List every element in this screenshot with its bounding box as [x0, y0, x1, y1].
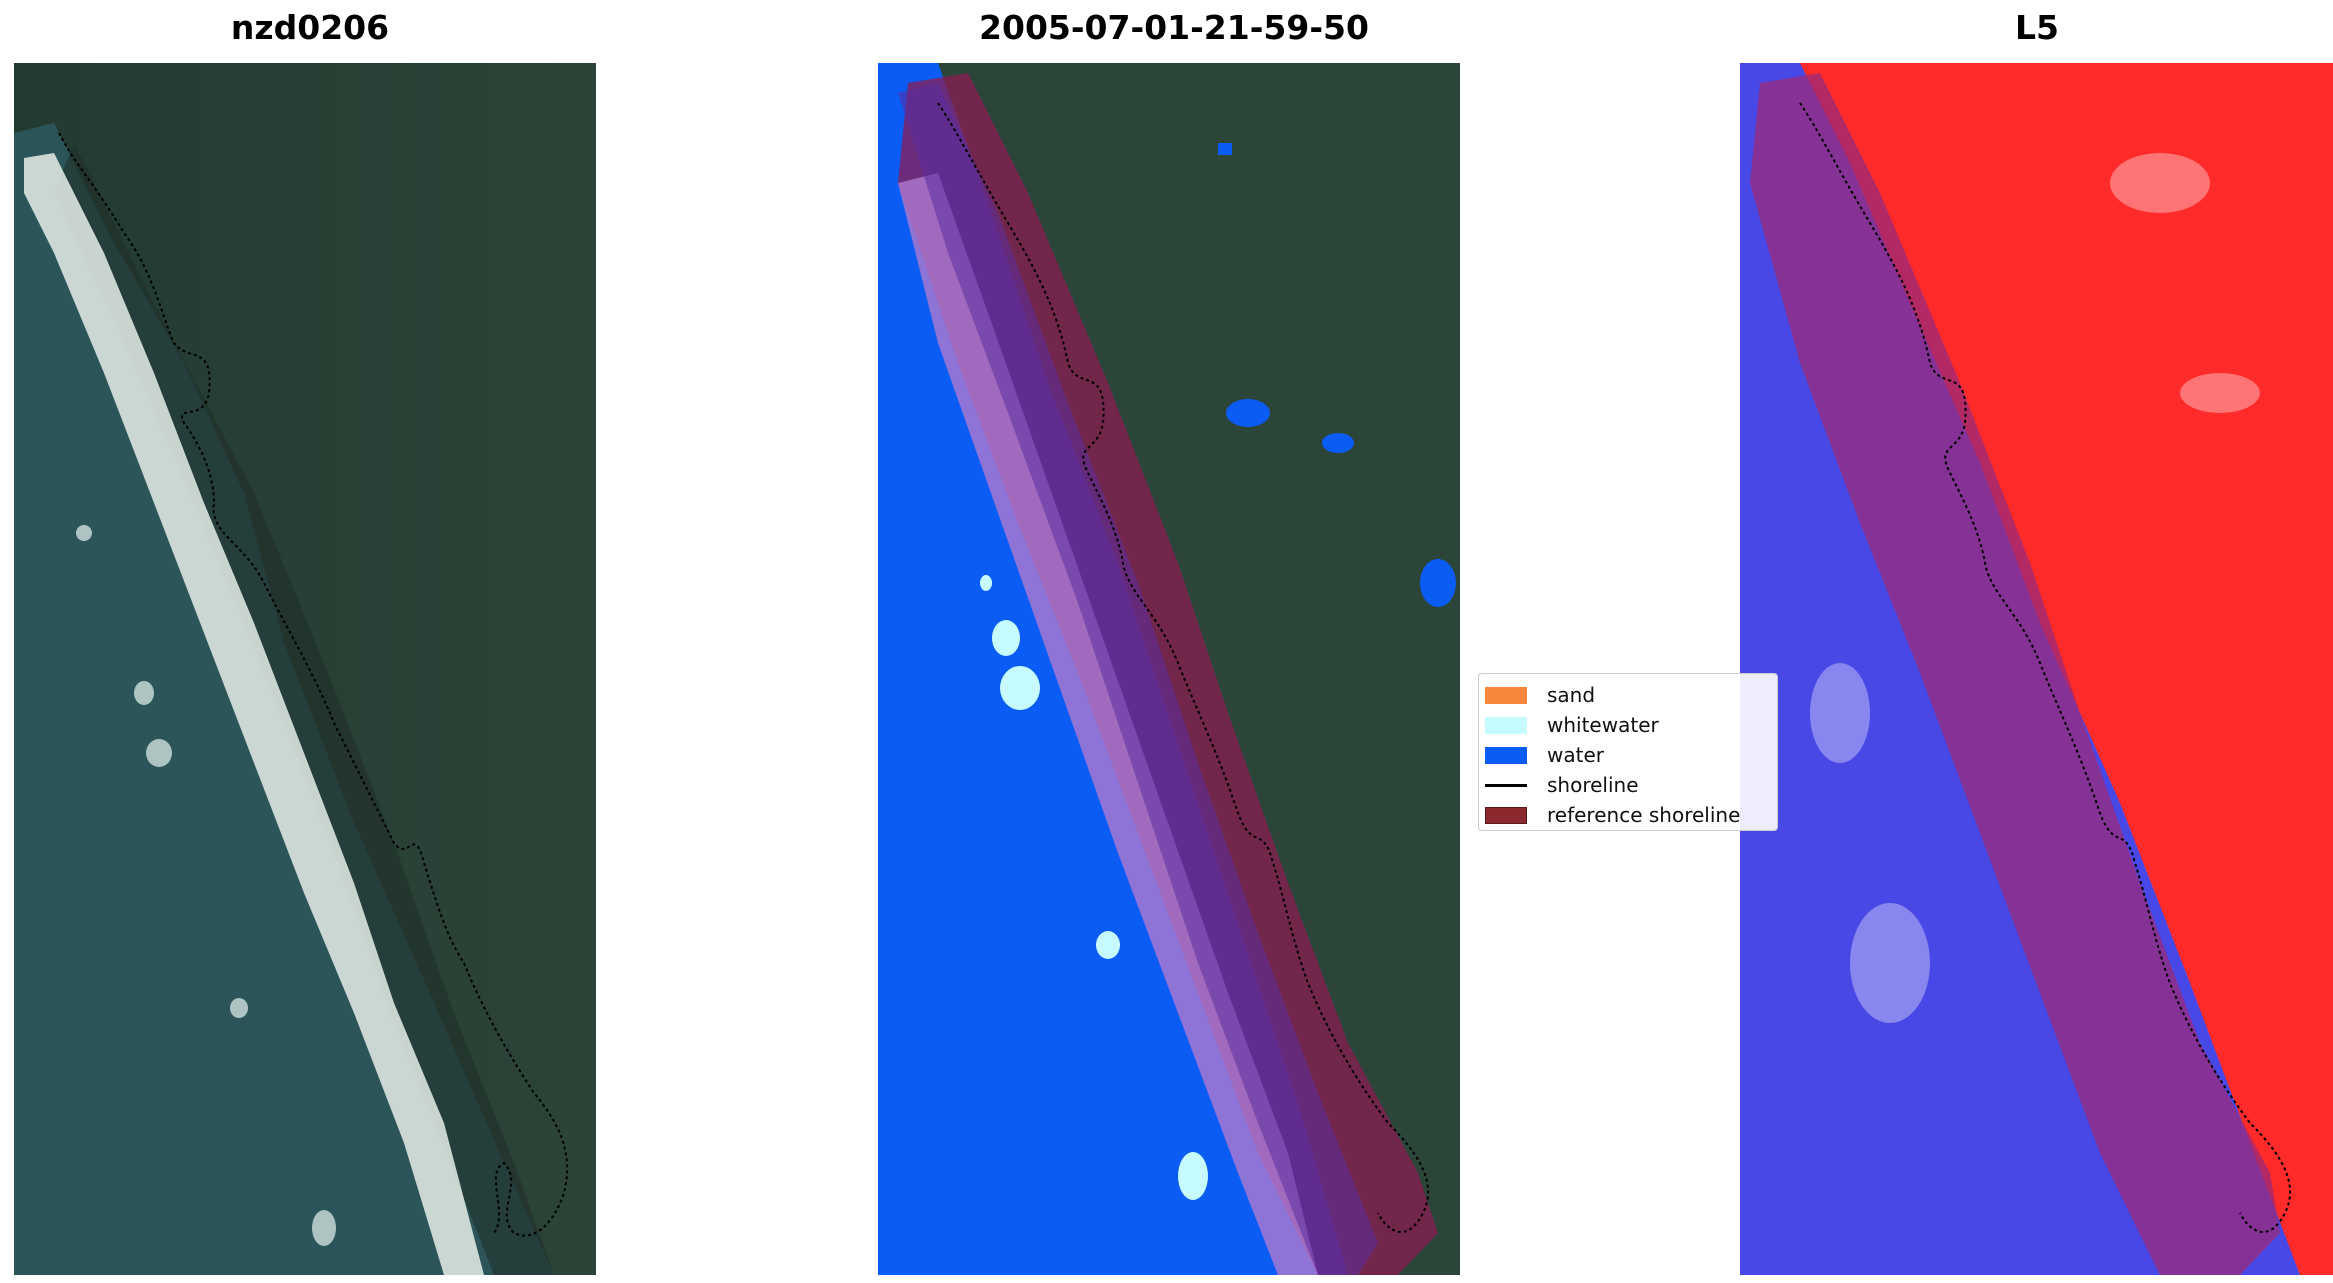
land-class-under-buffer — [898, 83, 1378, 1275]
legend: sand whitewater water shoreline referenc… — [1478, 673, 1778, 831]
legend-label-shoreline: shoreline — [1547, 773, 1639, 797]
index-image — [1740, 63, 2333, 1275]
shoreline-swatch — [1485, 783, 1527, 787]
legend-item-water: water — [1479, 740, 1777, 770]
legend-label-reference-shoreline: reference shoreline — [1547, 803, 1741, 827]
reference-shoreline-swatch — [1485, 806, 1527, 824]
reference-shoreline-buffer-index — [1750, 73, 2280, 1275]
index-panel — [1740, 63, 2333, 1275]
panel-title-right: L5 — [2015, 8, 2059, 47]
whitewater-swatch — [1485, 716, 1527, 734]
index-texture — [1810, 153, 2260, 1023]
whitewater-band — [24, 153, 484, 1275]
panel-title-middle: 2005-07-01-21-59-50 — [979, 8, 1369, 47]
rgb-image — [14, 63, 596, 1275]
rgb-image-panel — [14, 63, 596, 1275]
whitewater-class-patches — [980, 575, 1208, 1200]
water-swatch — [1485, 746, 1527, 764]
panel-title-left: nzd0206 — [230, 8, 390, 47]
detected-shoreline — [58, 132, 569, 1237]
detected-shoreline-overlay — [937, 102, 1429, 1233]
legend-label-whitewater: whitewater — [1547, 713, 1659, 737]
legend-item-sand: sand — [1479, 680, 1777, 710]
legend-label-water: water — [1547, 743, 1604, 767]
classification-image — [878, 63, 1460, 1275]
legend-label-sand: sand — [1547, 683, 1596, 707]
classification-panel — [878, 63, 1460, 1275]
positive-index-area — [1800, 63, 2333, 1275]
legend-item-whitewater: whitewater — [1479, 710, 1777, 740]
legend-item-reference-shoreline: reference shoreline — [1479, 800, 1777, 830]
water-class-patches — [1218, 143, 1456, 607]
legend-item-shoreline: shoreline — [1479, 770, 1777, 800]
detected-shoreline-index — [1799, 102, 2291, 1233]
sand-swatch — [1485, 686, 1527, 704]
dark-beach-strip — [54, 143, 554, 1275]
whitewater-patches — [76, 525, 336, 1246]
